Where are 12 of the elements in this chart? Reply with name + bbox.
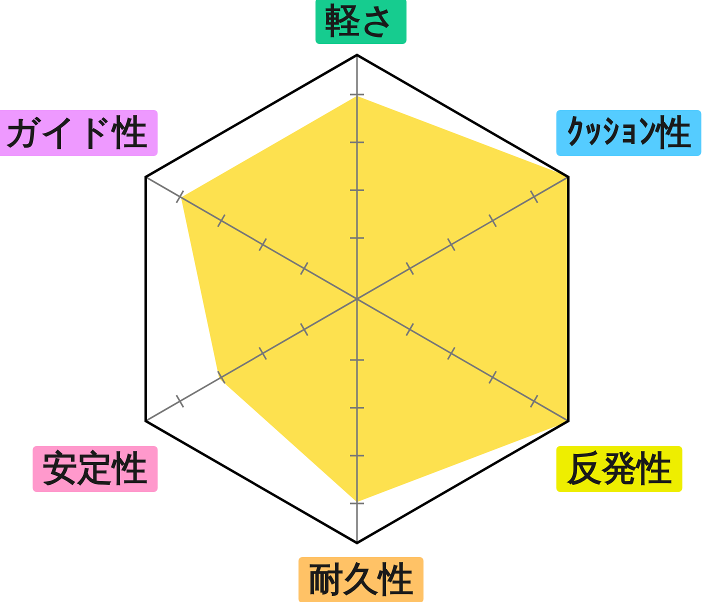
- category-label: 安定性: [32, 446, 158, 492]
- spoke-label: 反発性: [566, 449, 672, 489]
- spoke-label: 耐久性: [308, 560, 414, 600]
- spoke-label: ｸｯｼｮﾝ性: [566, 113, 692, 153]
- category-label: ｸｯｼｮﾝ性: [556, 110, 702, 156]
- category-label: 耐久性: [298, 557, 424, 602]
- category-label: 軽さ: [316, 0, 406, 44]
- spoke-label: ガイド性: [4, 113, 148, 153]
- spoke-label: 軽さ: [326, 1, 396, 41]
- category-label: 反発性: [556, 446, 682, 492]
- category-label: ガイド性: [0, 110, 158, 156]
- spoke-label: 安定性: [42, 449, 148, 489]
